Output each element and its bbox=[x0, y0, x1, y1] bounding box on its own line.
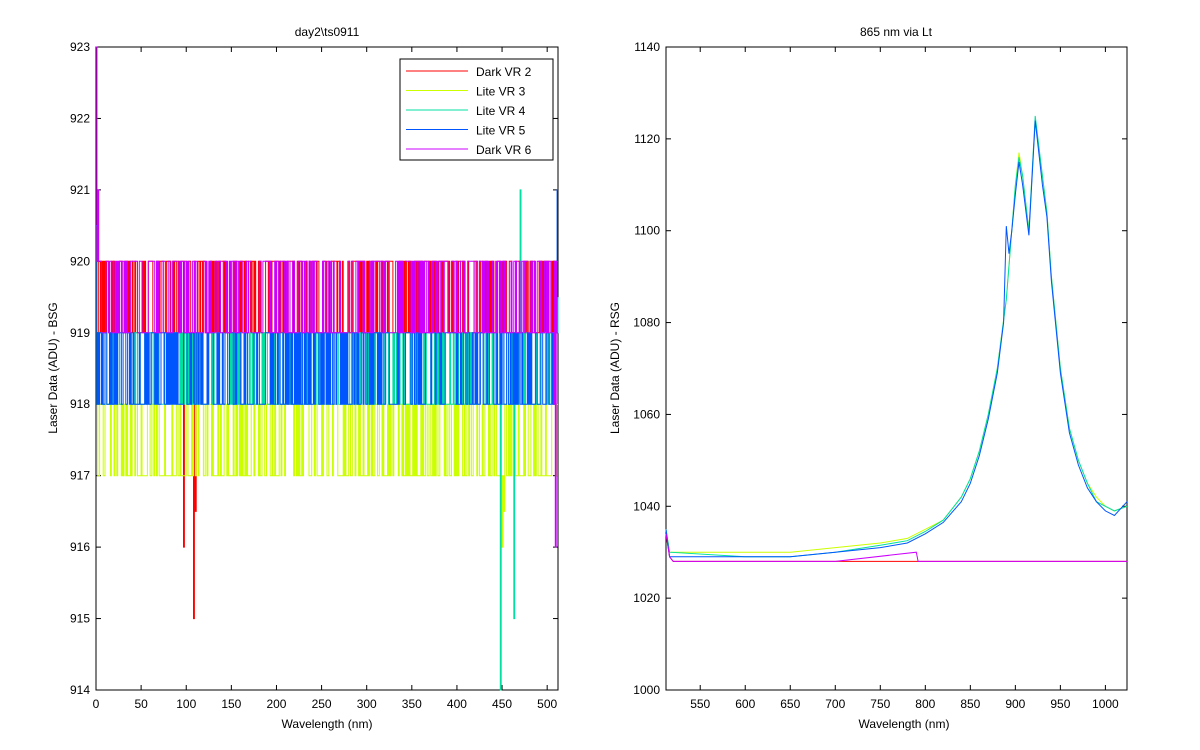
right-y-axis-label: Laser Data (ADU) - RSG bbox=[608, 302, 622, 434]
right-y-tick-label: 1020 bbox=[633, 591, 660, 605]
legend-label-lite-vr-4: Lite VR 4 bbox=[476, 104, 526, 118]
left-x-tick-label: 50 bbox=[134, 697, 148, 711]
left-x-tick-label: 300 bbox=[357, 697, 377, 711]
right-series-line-series-5 bbox=[665, 533, 1127, 562]
right-y-tick-label: 1120 bbox=[634, 132, 660, 146]
left-y-tick-label: 917 bbox=[70, 469, 90, 483]
right-x-tick-label: 800 bbox=[915, 697, 935, 711]
left-y-tick-label: 923 bbox=[70, 40, 90, 54]
left-chart-title: day2\ts0911 bbox=[295, 25, 360, 39]
right-x-tick-label: 600 bbox=[735, 697, 755, 711]
left-x-tick-label: 100 bbox=[176, 697, 196, 711]
right-x-tick-label: 550 bbox=[690, 697, 710, 711]
left-x-tick-label: 150 bbox=[221, 697, 241, 711]
legend: Dark VR 2 Lite VR 3 Lite VR 4 Lite VR 5 … bbox=[399, 58, 554, 161]
left-y-tick-label: 916 bbox=[70, 540, 90, 554]
legend-entry-lite-vr-5: Lite VR 5 bbox=[406, 124, 526, 138]
left-y-tick-label: 915 bbox=[70, 612, 90, 626]
legend-label-lite-vr-3: Lite VR 3 bbox=[476, 85, 526, 99]
left-y-tick-label: 914 bbox=[70, 683, 90, 697]
left-y-tick-label: 922 bbox=[70, 111, 90, 125]
right-y-tick-label: 1140 bbox=[634, 40, 660, 54]
left-axis-ticks: 0 50 100 150 200 250 300 350 400 450 500 914 915 916 9… bbox=[70, 40, 558, 711]
left-y-tick-label: 920 bbox=[70, 254, 90, 268]
right-y-tick-label: 1080 bbox=[633, 316, 660, 330]
right-plot-area bbox=[665, 46, 1128, 691]
left-x-tick-label: 400 bbox=[447, 697, 467, 711]
right-x-axis-label: Wavelength (nm) bbox=[859, 717, 950, 731]
right-x-tick-label: 650 bbox=[780, 697, 800, 711]
right-series-lines bbox=[665, 115, 1128, 562]
right-x-tick-label: 850 bbox=[960, 697, 980, 711]
legend-entry-lite-vr-3: Lite VR 3 bbox=[406, 85, 526, 99]
left-x-tick-label: 200 bbox=[266, 697, 286, 711]
right-y-tick-label: 1000 bbox=[633, 683, 660, 697]
right-series-line-series-3 bbox=[665, 115, 1128, 558]
right-x-tick-label: 950 bbox=[1050, 697, 1070, 711]
left-x-tick-label: 500 bbox=[537, 697, 557, 711]
legend-label-dark-vr-6: Dark VR 6 bbox=[476, 143, 532, 157]
left-series-lines bbox=[96, 46, 559, 691]
right-x-tick-label: 900 bbox=[1005, 697, 1025, 711]
legend-entry-lite-vr-4: Lite VR 4 bbox=[406, 104, 526, 118]
legend-label-dark-vr-2: Dark VR 2 bbox=[476, 65, 532, 79]
left-series-line-lite-vr-3 bbox=[96, 225, 558, 548]
right-y-tick-label: 1060 bbox=[633, 407, 660, 421]
right-series-line-series-4 bbox=[665, 120, 1128, 558]
right-axis-ticks: 550 600 650 700 750 800 850 900 950 1000 1000 1020 1… bbox=[633, 40, 1127, 711]
left-chart: day2\ts0911 0 50 100 150 200 250 300 350 400 450 5… bbox=[46, 25, 559, 731]
left-y-tick-label: 921 bbox=[70, 183, 90, 197]
right-x-tick-label: 700 bbox=[825, 697, 845, 711]
left-x-tick-label: 350 bbox=[402, 697, 422, 711]
right-y-tick-label: 1100 bbox=[634, 224, 660, 238]
right-x-tick-label: 750 bbox=[870, 697, 890, 711]
left-y-tick-label: 919 bbox=[70, 326, 90, 340]
legend-entry-dark-vr-6: Dark VR 6 bbox=[406, 143, 532, 157]
legend-entry-dark-vr-2: Dark VR 2 bbox=[406, 65, 532, 79]
right-chart: 865 nm via Lt 550 600 650 700 750 800 850 900 95… bbox=[608, 25, 1128, 731]
right-x-tick-label: 1000 bbox=[1092, 697, 1119, 711]
left-y-axis-label: Laser Data (ADU) - BSG bbox=[46, 302, 60, 433]
left-x-axis-label: Wavelength (nm) bbox=[282, 717, 373, 731]
left-series-line-dark-vr-6 bbox=[96, 46, 558, 548]
left-y-tick-label: 918 bbox=[70, 397, 90, 411]
right-chart-title: 865 nm via Lt bbox=[860, 25, 933, 39]
right-y-tick-label: 1040 bbox=[633, 499, 660, 513]
left-x-tick-label: 450 bbox=[492, 697, 512, 711]
left-x-tick-label: 0 bbox=[93, 697, 100, 711]
legend-label-lite-vr-5: Lite VR 5 bbox=[476, 124, 526, 138]
left-x-tick-label: 250 bbox=[312, 697, 332, 711]
